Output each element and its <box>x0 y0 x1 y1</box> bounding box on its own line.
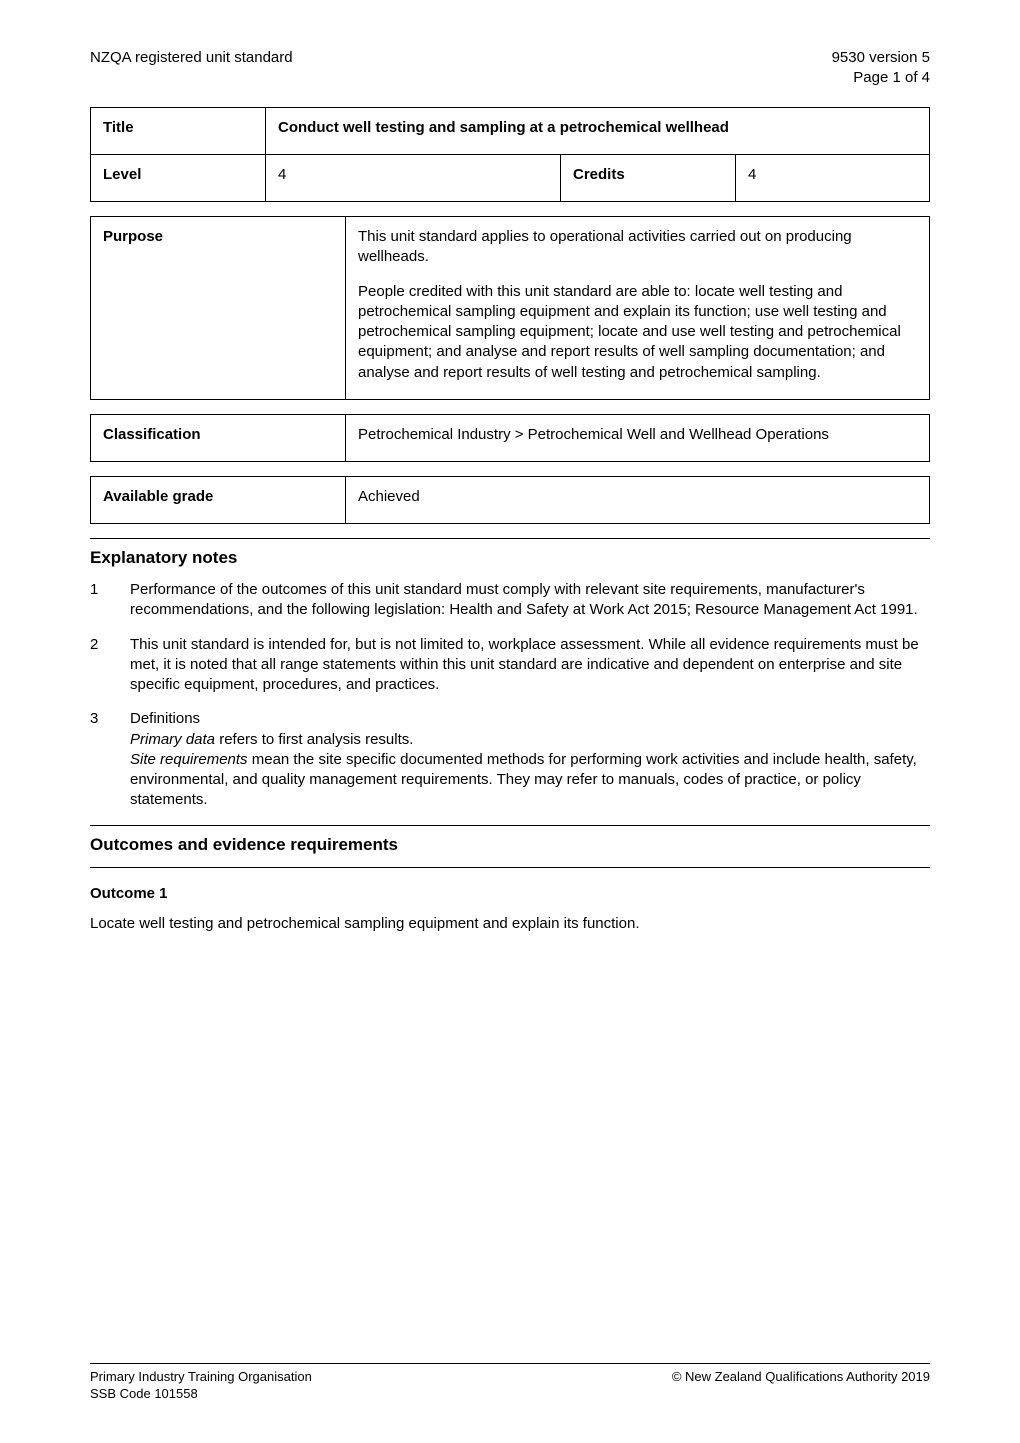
page: NZQA registered unit standard 9530 versi… <box>0 0 1020 1443</box>
outcome-1-label: Outcome 1 <box>90 884 930 904</box>
footer-right: © New Zealand Qualifications Authority 2… <box>672 1368 930 1403</box>
purpose-body: This unit standard applies to operationa… <box>346 217 930 400</box>
note-lead: Definitions <box>130 709 930 729</box>
note-number: 1 <box>90 580 130 621</box>
footer-org: Primary Industry Training Organisation <box>90 1368 312 1386</box>
header-right: 9530 version 5 Page 1 of 4 <box>832 48 930 89</box>
credits-label: Credits <box>561 154 736 201</box>
explanatory-notes-heading: Explanatory notes <box>90 547 930 570</box>
note-item: 3 Definitions Primary data refers to fir… <box>90 709 930 810</box>
purpose-para2: People credited with this unit standard … <box>358 282 917 383</box>
purpose-table: Purpose This unit standard applies to op… <box>90 216 930 400</box>
note-definition-2: Site requirements mean the site specific… <box>130 750 930 811</box>
purpose-label: Purpose <box>91 217 346 400</box>
level-value: 4 <box>266 154 561 201</box>
divider-1 <box>90 538 930 539</box>
available-grade-label: Available grade <box>91 477 346 524</box>
footer-rule <box>90 1363 930 1364</box>
available-grade-table: Available grade Achieved <box>90 476 930 524</box>
outcomes-heading: Outcomes and evidence requirements <box>90 834 930 857</box>
purpose-para1: This unit standard applies to operationa… <box>358 227 917 268</box>
classification-table: Classification Petrochemical Industry > … <box>90 414 930 462</box>
note-body: This unit standard is intended for, but … <box>130 635 930 696</box>
title-label: Title <box>91 107 266 154</box>
definition-term: Site requirements <box>130 751 248 768</box>
note-text: This unit standard is intended for, but … <box>130 635 930 696</box>
note-item: 2 This unit standard is intended for, bu… <box>90 635 930 696</box>
definition-term: Primary data <box>130 731 215 748</box>
header-left: NZQA registered unit standard <box>90 48 293 89</box>
page-footer: Primary Industry Training Organisation S… <box>90 1363 930 1403</box>
title-table: Title Conduct well testing and sampling … <box>90 107 930 203</box>
note-definition-1: Primary data refers to first analysis re… <box>130 730 930 750</box>
note-body: Performance of the outcomes of this unit… <box>130 580 930 621</box>
header-page-number: Page 1 of 4 <box>832 68 930 88</box>
header-version: 9530 version 5 <box>832 48 930 68</box>
classification-label: Classification <box>91 414 346 461</box>
available-grade-value: Achieved <box>346 477 930 524</box>
level-credits-row: Level 4 Credits 4 <box>91 154 930 201</box>
outcome-1-description: Locate well testing and petrochemical sa… <box>90 914 930 934</box>
level-label: Level <box>91 154 266 201</box>
title-row: Title Conduct well testing and sampling … <box>91 107 930 154</box>
page-header: NZQA registered unit standard 9530 versi… <box>90 48 930 89</box>
footer-ssb-code: SSB Code 101558 <box>90 1385 312 1403</box>
footer-left: Primary Industry Training Organisation S… <box>90 1368 312 1403</box>
credits-value: 4 <box>736 154 930 201</box>
explanatory-notes-list: 1 Performance of the outcomes of this un… <box>90 580 930 811</box>
divider-2 <box>90 825 930 826</box>
divider-3 <box>90 867 930 868</box>
note-number: 2 <box>90 635 130 696</box>
definition-rest: refers to first analysis results. <box>215 731 413 748</box>
definition-rest: mean the site specific documented method… <box>130 751 917 809</box>
note-text: Performance of the outcomes of this unit… <box>130 580 930 621</box>
note-number: 3 <box>90 709 130 810</box>
classification-value: Petrochemical Industry > Petrochemical W… <box>346 414 930 461</box>
title-value: Conduct well testing and sampling at a p… <box>266 107 930 154</box>
note-body: Definitions Primary data refers to first… <box>130 709 930 810</box>
note-item: 1 Performance of the outcomes of this un… <box>90 580 930 621</box>
